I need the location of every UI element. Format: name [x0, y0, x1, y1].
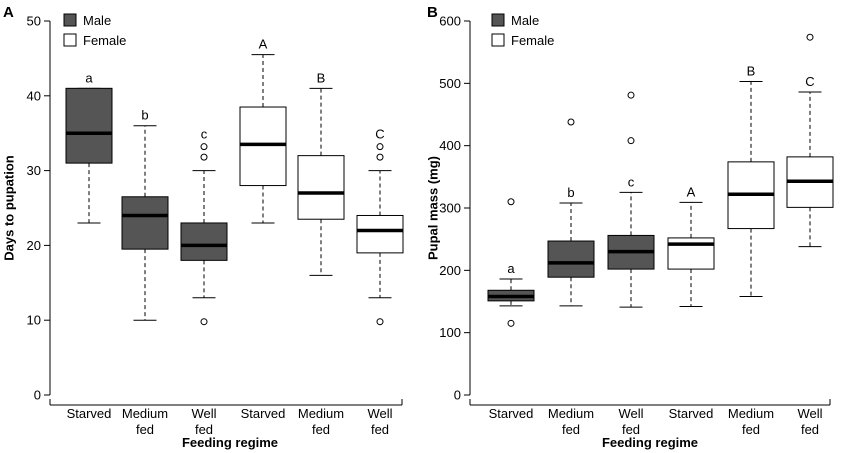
- y-tick-label: 10: [27, 313, 41, 328]
- x-tick-label: Medium: [728, 406, 774, 421]
- significance-letter: b: [141, 108, 148, 123]
- box-male-medium-fed: b: [547, 118, 595, 307]
- x-tick-label: Well: [618, 406, 643, 421]
- box-male-well-fed: c: [180, 127, 228, 326]
- outlier-point: [627, 91, 635, 99]
- x-tick-label: Medium: [298, 406, 344, 421]
- outlier-point: [567, 118, 575, 126]
- x-tick-label: Medium: [122, 406, 168, 421]
- legend-label: Female: [83, 33, 126, 48]
- box-body: [297, 155, 345, 220]
- box-body: [239, 106, 287, 187]
- y-tick-label: 400: [439, 138, 461, 153]
- x-axis-title: Feeding regime: [602, 435, 698, 450]
- legend-label: Male: [83, 13, 111, 28]
- significance-letter: A: [687, 184, 696, 199]
- significance-letter: C: [375, 127, 384, 142]
- box-female-medium-fed: B: [727, 63, 775, 298]
- legend-swatch: [63, 33, 77, 47]
- y-axis-title: Days to pupation: [1, 155, 16, 261]
- box-female-well-fed: C: [356, 127, 404, 326]
- significance-letter: c: [628, 174, 635, 189]
- significance-letter: C: [805, 74, 814, 89]
- outlier-point: [376, 143, 384, 151]
- outlier-point: [376, 153, 384, 161]
- outlier-point: [376, 318, 384, 326]
- x-tick-label: Starved: [669, 406, 714, 421]
- significance-letter: c: [201, 127, 208, 142]
- legend: Male Female: [63, 13, 126, 48]
- significance-letter: a: [85, 70, 93, 85]
- x-tick-label: Starved: [489, 406, 534, 421]
- legend-label: Male: [511, 13, 539, 28]
- box-female-medium-fed: B: [297, 70, 345, 276]
- x-tick-label: Well: [367, 406, 392, 421]
- significance-letter: B: [317, 70, 326, 85]
- y-tick-label: 30: [27, 163, 41, 178]
- significance-letter: A: [259, 37, 268, 52]
- box-body: [356, 214, 404, 254]
- outlier-point: [806, 33, 814, 41]
- chart-panel-b: B 0 100 200 300 400 500 600 Pupal mass (mg) Feedi…: [425, 4, 834, 450]
- x-tick-label: fed: [801, 422, 819, 437]
- outlier-point: [627, 137, 635, 145]
- chart-panel-a: A 0 10 20 30 40 50 Days to pupation Feeding regi…: [1, 4, 404, 450]
- outlier-point: [507, 198, 515, 206]
- box-body: [547, 240, 595, 278]
- y-tick-label: 40: [27, 88, 41, 103]
- outlier-point: [200, 153, 208, 161]
- box-body: [121, 196, 169, 250]
- x-tick-label: Well: [797, 406, 822, 421]
- legend-swatch: [491, 33, 505, 47]
- x-tick-label: fed: [136, 422, 154, 437]
- y-tick-label: 300: [439, 201, 461, 216]
- x-tick-label: fed: [195, 422, 213, 437]
- x-tick-label: Starved: [67, 406, 112, 421]
- box-body: [180, 222, 228, 261]
- box-female-starved: A: [667, 184, 715, 307]
- significance-letter: a: [507, 261, 515, 276]
- box-female-well-fed: C: [786, 33, 834, 248]
- x-tick-label: Medium: [548, 406, 594, 421]
- y-tick-label: 500: [439, 76, 461, 91]
- legend-swatch: [491, 13, 505, 27]
- significance-letter: B: [747, 63, 756, 78]
- panel-label: B: [427, 4, 438, 21]
- x-tick-label: fed: [622, 422, 640, 437]
- outlier-point: [200, 318, 208, 326]
- box-male-starved: a: [487, 198, 535, 327]
- significance-letter: b: [567, 185, 574, 200]
- panel-label: A: [3, 4, 14, 21]
- x-tick-label: fed: [312, 422, 330, 437]
- outlier-point: [200, 143, 208, 151]
- y-tick-label: 50: [27, 14, 41, 29]
- x-axis-title: Feeding regime: [182, 435, 278, 450]
- y-axis-title: Pupal mass (mg): [425, 156, 440, 260]
- x-tick-label: fed: [562, 422, 580, 437]
- legend-label: Female: [511, 33, 554, 48]
- x-tick-label: fed: [742, 422, 760, 437]
- x-tick-label: Starved: [241, 406, 286, 421]
- y-tick-label: 20: [27, 238, 41, 253]
- legend: Male Female: [491, 13, 554, 48]
- legend-swatch: [63, 13, 77, 27]
- x-tick-label: Well: [191, 406, 216, 421]
- y-tick-label: 0: [454, 388, 461, 403]
- y-tick-label: 600: [439, 14, 461, 29]
- box-male-medium-fed: b: [121, 108, 169, 321]
- box-body: [65, 87, 113, 164]
- y-tick-label: 200: [439, 263, 461, 278]
- y-tick-label: 100: [439, 325, 461, 340]
- box-male-well-fed: c: [607, 91, 655, 308]
- box-male-starved: a: [65, 70, 113, 224]
- box-female-starved: A: [239, 37, 287, 224]
- outlier-point: [507, 319, 515, 327]
- x-tick-label: fed: [371, 422, 389, 437]
- y-tick-label: 0: [34, 388, 41, 403]
